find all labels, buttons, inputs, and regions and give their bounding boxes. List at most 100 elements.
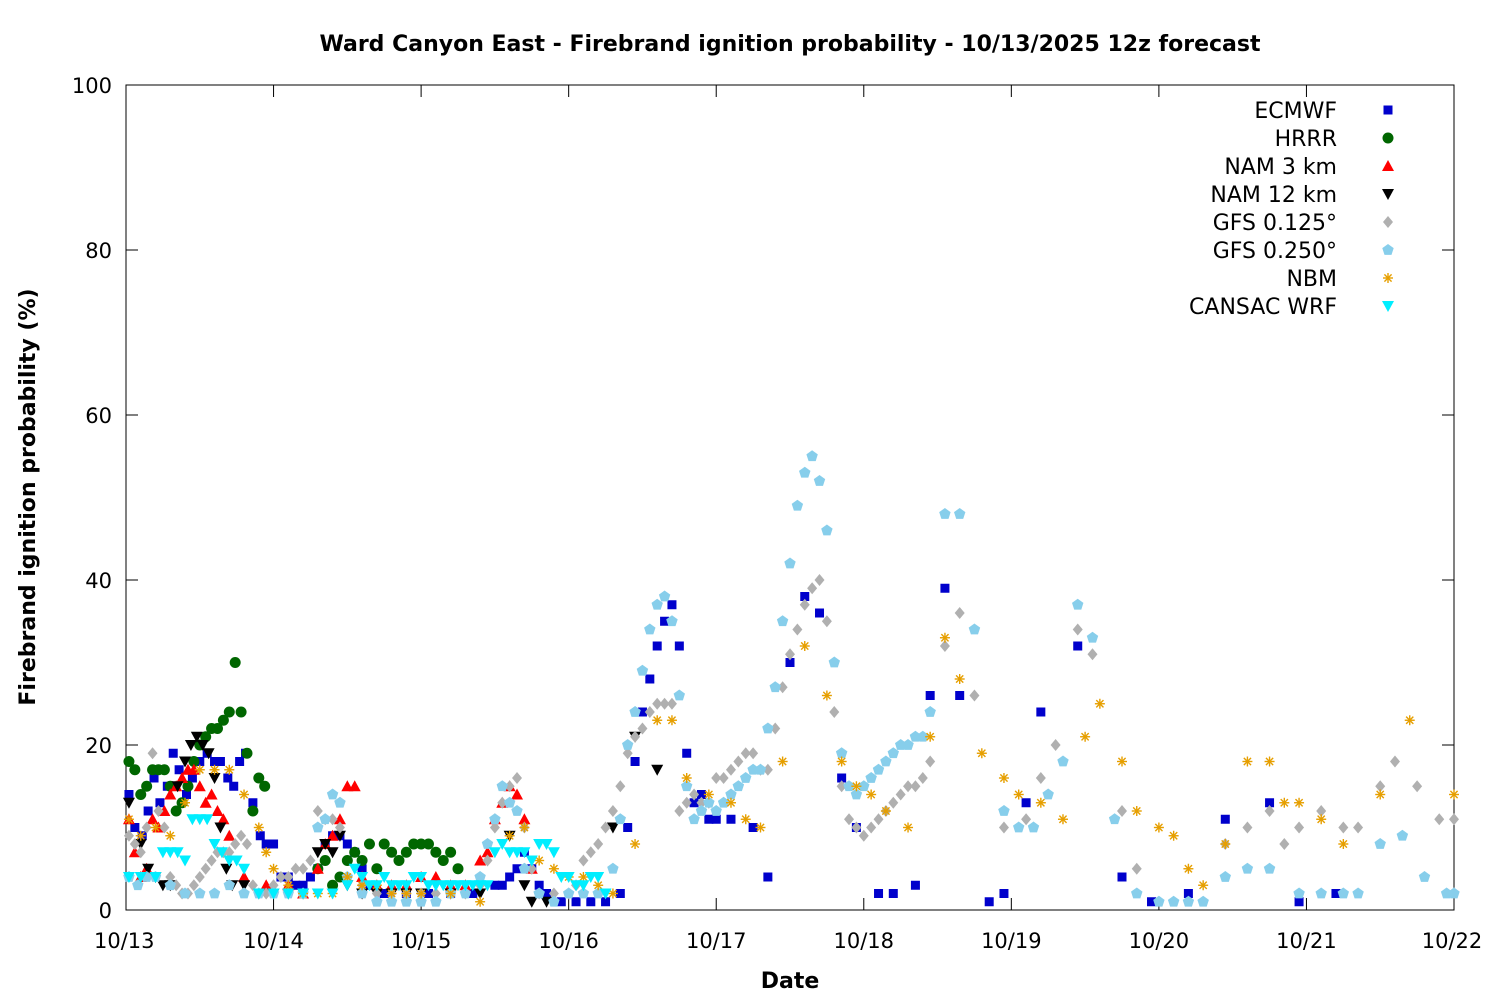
data-point-gfs-0-250 xyxy=(1263,862,1276,874)
data-point-gfs-0-125 xyxy=(1353,821,1364,834)
data-point-nbm xyxy=(504,830,515,841)
data-point-nbm xyxy=(880,806,891,816)
data-point-gfs-0-125 xyxy=(1087,648,1098,661)
data-point-cansac-wrf xyxy=(400,880,413,892)
data-point-gfs-0-250 xyxy=(1131,887,1143,899)
data-point-nam-3-km xyxy=(348,780,361,792)
data-point-nam-3-km xyxy=(311,862,324,874)
data-point-gfs-0-125 xyxy=(615,780,626,793)
data-point-gfs-0-125 xyxy=(236,829,247,842)
data-point-cansac-wrf xyxy=(238,863,251,875)
data-point-ecmwf xyxy=(674,641,684,651)
data-point-gfs-0-250 xyxy=(725,788,737,800)
data-point-nbm xyxy=(851,781,862,792)
data-point-gfs-0-250 xyxy=(658,590,671,602)
data-point-nbm xyxy=(925,731,936,742)
data-point-gfs-0-250 xyxy=(563,887,575,899)
data-point-gfs-0-125 xyxy=(206,854,217,867)
legend-entry-nam-3-km: NAM 3 km xyxy=(1224,155,1394,180)
data-point-ecmwf xyxy=(785,658,795,667)
data-point-gfs-0-125 xyxy=(230,838,241,850)
data-point-gfs-0-125 xyxy=(129,838,140,850)
data-point-gfs-0-250 xyxy=(1057,755,1069,767)
data-point-nam-12-km xyxy=(606,822,619,834)
data-point-gfs-0-125 xyxy=(188,879,199,892)
data-point-nbm xyxy=(1183,863,1194,874)
y-tick-label: 40 xyxy=(85,569,112,593)
data-point-nam-12-km xyxy=(474,888,487,900)
data-point-hrrr xyxy=(223,706,235,718)
data-point-gfs-0-125 xyxy=(165,871,176,883)
data-point-gfs-0-125 xyxy=(371,887,382,900)
data-point-gfs-0-250 xyxy=(710,805,722,816)
data-point-gfs-0-125 xyxy=(799,598,810,611)
data-point-hrrr xyxy=(123,756,135,767)
data-point-cansac-wrf xyxy=(481,880,494,892)
data-point-cansac-wrf xyxy=(592,872,605,883)
data-point-gfs-0-250 xyxy=(880,755,892,767)
data-point-gfs-0-250 xyxy=(607,862,619,874)
data-point-nam-12-km xyxy=(651,764,664,776)
data-point-ecmwf xyxy=(342,839,352,849)
data-point-ecmwf xyxy=(229,781,239,791)
data-point-gfs-0-125 xyxy=(600,821,611,834)
data-point-ecmwf xyxy=(195,757,205,766)
data-point-nbm xyxy=(1242,756,1253,767)
legend-entry-cansac-wrf: CANSAC WRF xyxy=(1189,295,1394,320)
legend-marker xyxy=(1382,301,1394,312)
data-point-cansac-wrf xyxy=(326,888,339,900)
data-point-ecmwf xyxy=(556,897,566,907)
data-point-nbm xyxy=(548,863,559,874)
data-point-gfs-0-250 xyxy=(503,796,516,808)
y-tick-label: 60 xyxy=(85,404,112,428)
data-point-ecmwf xyxy=(235,757,245,766)
data-point-nbm xyxy=(725,797,736,808)
data-point-ecmwf xyxy=(210,757,220,766)
data-point-hrrr xyxy=(378,838,390,850)
data-point-ecmwf xyxy=(298,880,308,890)
data-point-nbm xyxy=(180,797,191,808)
legend-marker xyxy=(1382,244,1394,255)
data-point-hrrr xyxy=(247,805,259,817)
data-point-gfs-0-125 xyxy=(998,821,1009,834)
data-point-nam-12-km xyxy=(238,880,251,892)
data-point-gfs-0-125 xyxy=(969,689,980,702)
data-point-gfs-0-250 xyxy=(334,796,346,808)
data-point-nam-12-km xyxy=(208,773,221,784)
data-point-gfs-0-250 xyxy=(769,681,781,693)
data-point-gfs-0-125 xyxy=(954,607,965,619)
x-tick-label: 10/20 xyxy=(1129,929,1190,953)
data-point-gfs-0-125 xyxy=(585,846,596,859)
data-point-gfs-0-125 xyxy=(593,838,604,850)
data-point-gfs-0-250 xyxy=(747,763,759,775)
data-point-cansac-wrf xyxy=(252,888,265,900)
x-axis-label: Date xyxy=(761,969,820,994)
data-point-gfs-0-125 xyxy=(733,755,744,768)
data-point-ecmwf xyxy=(1265,798,1275,808)
data-point-ecmwf xyxy=(571,897,581,907)
y-tick-label: 80 xyxy=(85,239,112,263)
data-point-gfs-0-125 xyxy=(305,854,316,867)
data-point-gfs-0-125 xyxy=(666,697,677,710)
data-point-ecmwf xyxy=(704,814,714,824)
data-point-nam-3-km xyxy=(217,813,230,825)
data-point-nam-12-km xyxy=(311,847,324,859)
data-point-gfs-0-250 xyxy=(208,887,221,899)
data-point-nbm xyxy=(261,847,272,858)
data-point-gfs-0-250 xyxy=(1086,631,1099,643)
data-point-nbm xyxy=(209,764,220,775)
data-point-gfs-0-250 xyxy=(179,887,191,899)
data-point-ecmwf xyxy=(291,880,301,890)
series-layer xyxy=(122,450,1460,908)
data-point-hrrr xyxy=(393,855,405,866)
data-point-gfs-0-250 xyxy=(895,739,907,750)
data-point-ecmwf xyxy=(248,798,258,808)
data-point-cansac-wrf xyxy=(378,872,391,883)
data-point-gfs-0-250 xyxy=(577,887,590,899)
data-point-cansac-wrf xyxy=(577,880,590,892)
y-axis: 0 20 40 60 80 100 xyxy=(72,74,1454,923)
data-point-gfs-0-125 xyxy=(821,615,832,628)
data-point-gfs-0-250 xyxy=(835,747,848,759)
data-point-gfs-0-125 xyxy=(851,821,862,834)
data-point-gfs-0-250 xyxy=(1293,887,1305,899)
